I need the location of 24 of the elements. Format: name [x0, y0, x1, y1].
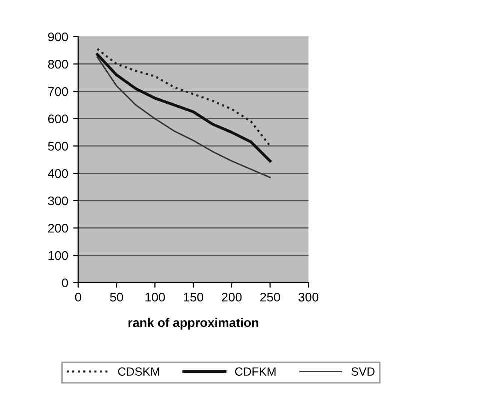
legend-label: CDFKM [235, 368, 276, 376]
x-tick-label: 150 [184, 292, 204, 302]
line-series [96, 48, 272, 148]
y-tick-label: 300 [48, 196, 68, 206]
x-tick-label: 100 [146, 292, 166, 302]
x-tick-label: 50 [110, 292, 124, 302]
y-tick-label: 500 [48, 142, 68, 151]
y-tick-label: 200 [48, 224, 68, 233]
y-tick-label: 400 [48, 169, 68, 178]
y-tick-label: 900 [48, 32, 68, 42]
x-tick-label: 200 [222, 292, 242, 302]
line-series [96, 53, 272, 163]
legend-label: SVD [352, 368, 375, 376]
x-tick-label: 300 [298, 292, 319, 302]
y-tick-label: 800 [48, 60, 68, 69]
y-tick-label: 0 [62, 278, 68, 288]
x-axis-title: rank of approximation [128, 318, 258, 330]
x-tick-label: 0 [75, 292, 82, 302]
y-tick-label: 700 [48, 87, 68, 96]
line-series [96, 56, 272, 178]
y-tick-label: 100 [48, 251, 68, 260]
y-tick-label: 600 [48, 114, 68, 124]
legend-label: CDSKM [118, 368, 160, 376]
x-tick-label: 250 [260, 292, 280, 302]
